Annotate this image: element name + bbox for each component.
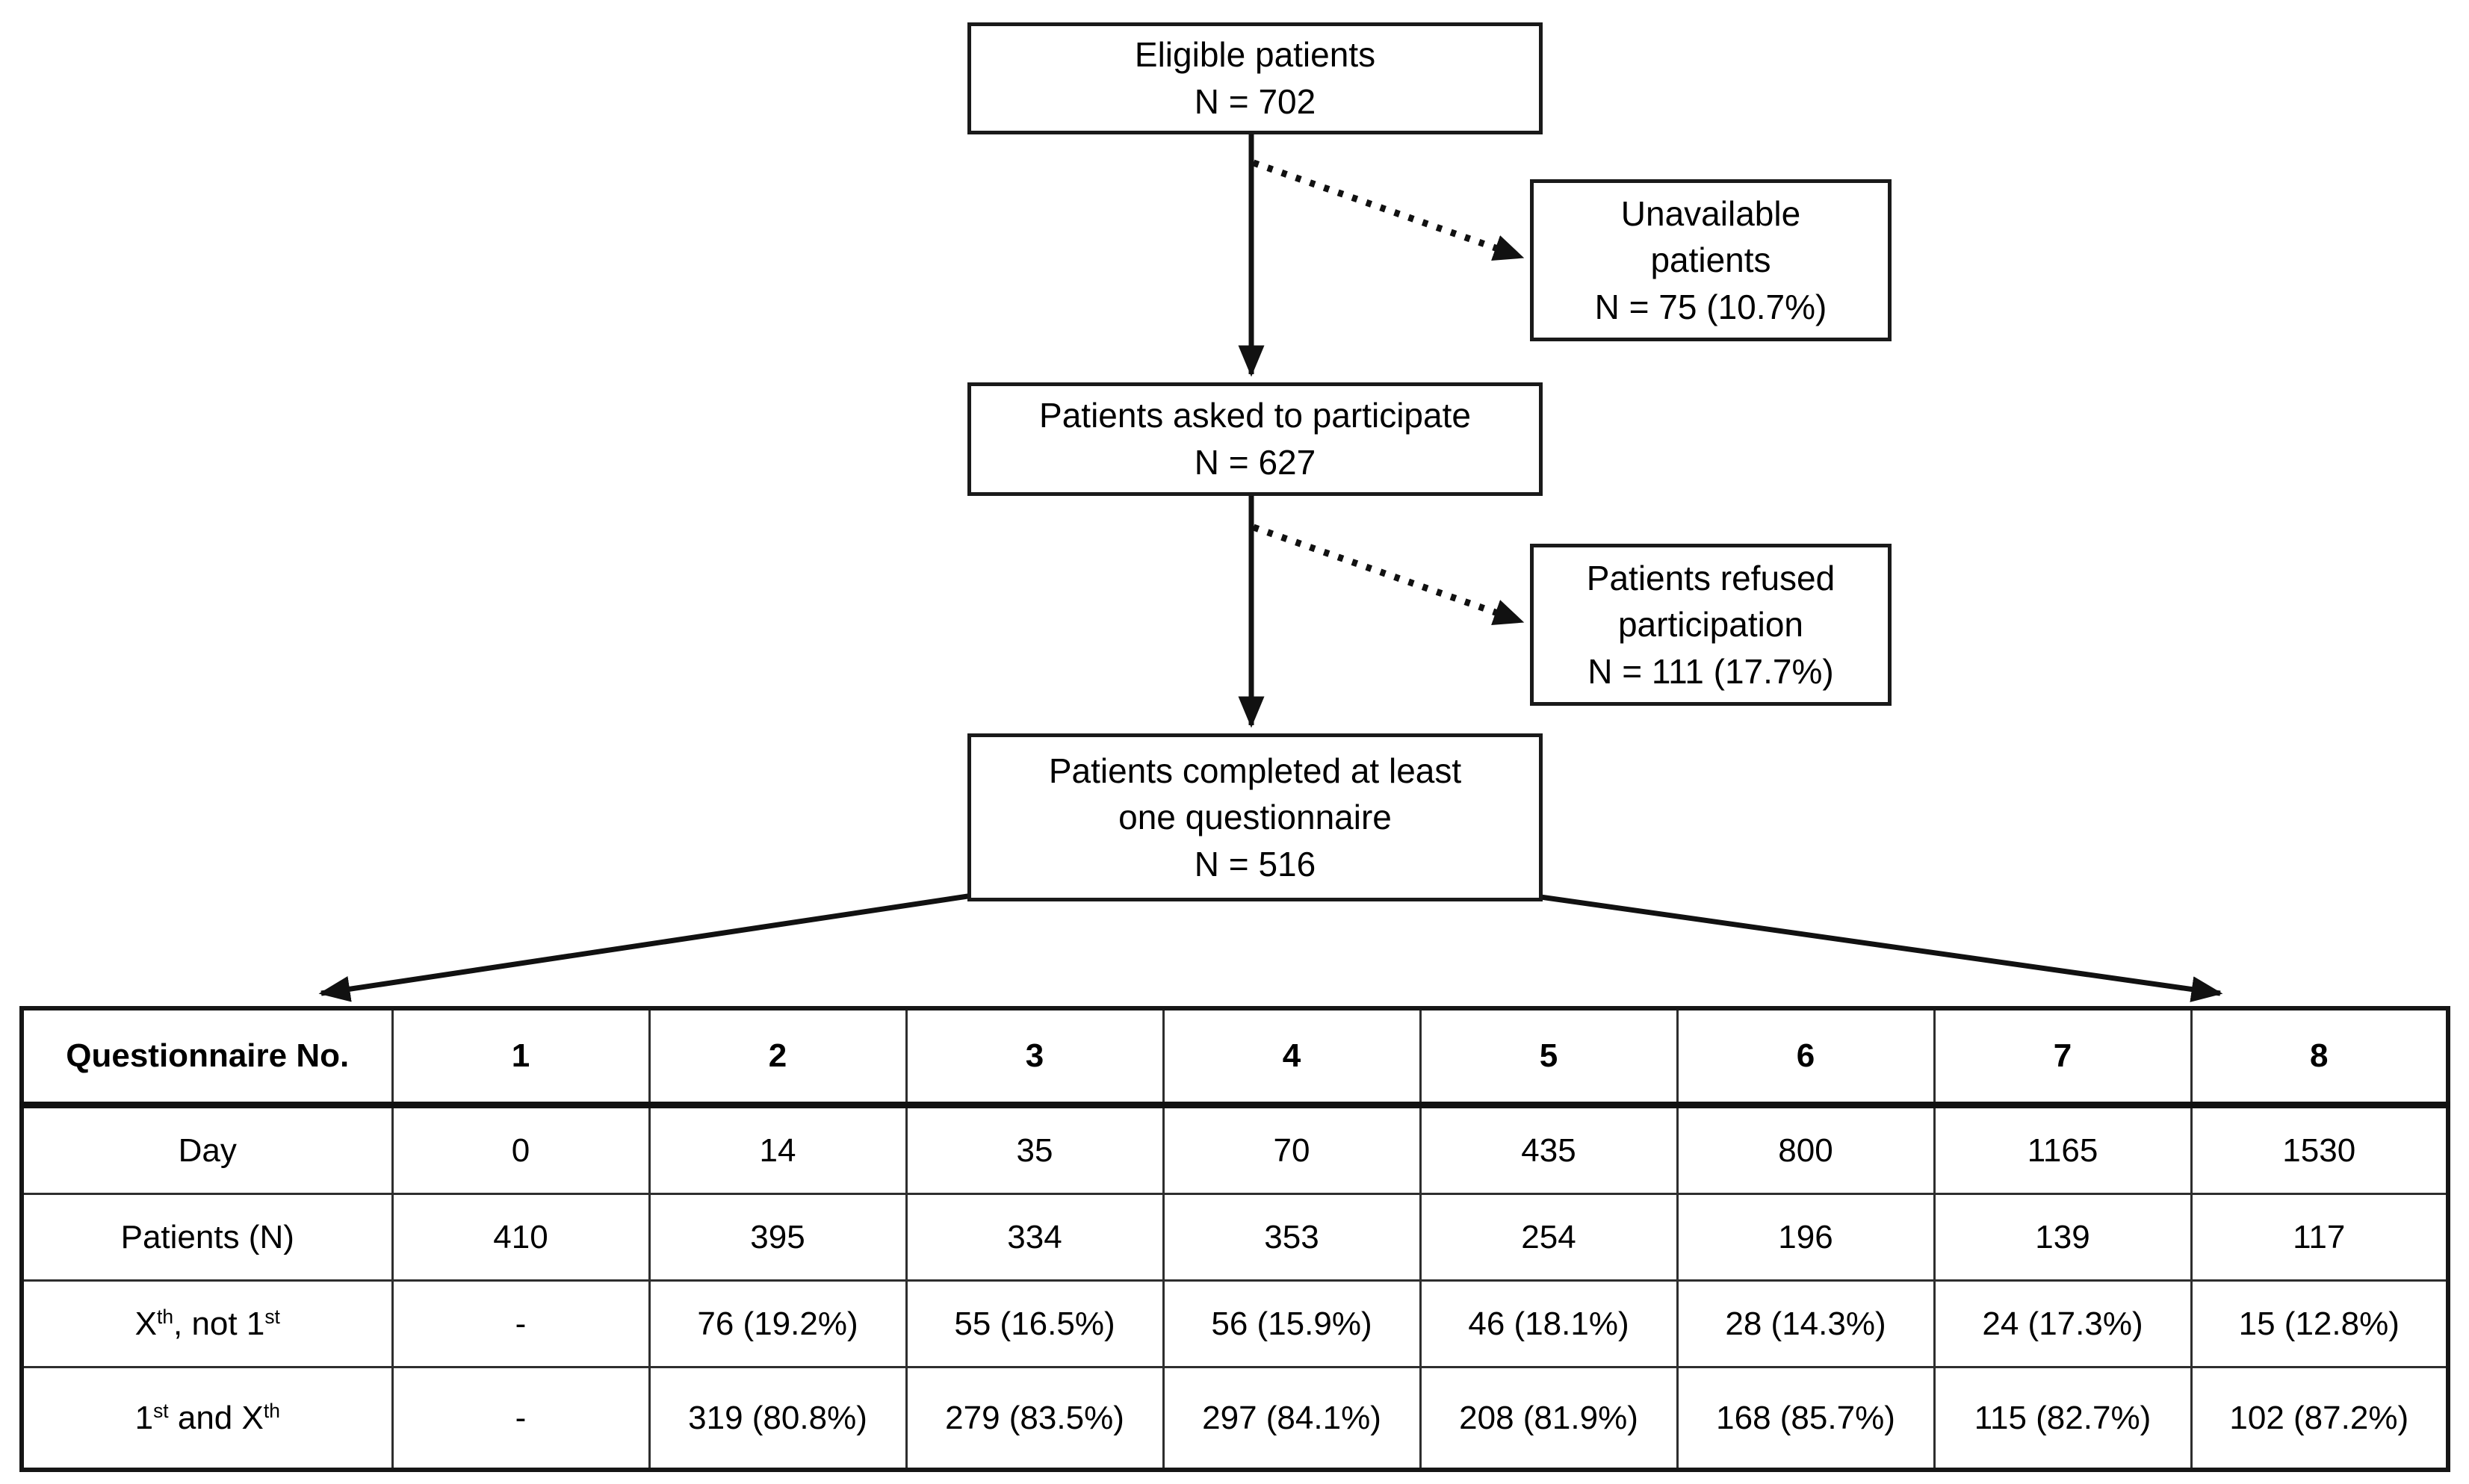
box-line: patients	[1650, 240, 1771, 280]
value-cell: 76 (19.2%)	[648, 1279, 908, 1368]
header-cell: 4	[1162, 1007, 1422, 1108]
header-cell: 8	[2190, 1007, 2450, 1108]
row-label-cell: Xth, not 1st	[20, 1279, 394, 1368]
header-cell: 1	[391, 1007, 651, 1108]
box-line: N = 75 (10.7%)	[1594, 287, 1827, 326]
value-cell: 435	[1419, 1104, 1679, 1195]
arrow-fan-left-to-table	[318, 892, 973, 1002]
box-line: Patients refused	[1586, 558, 1836, 597]
box-line: N = 627	[1194, 443, 1316, 482]
value-cell: 168 (85.7%)	[1676, 1366, 1936, 1471]
value-cell: 28 (14.3%)	[1676, 1279, 1936, 1368]
value-cell: 800	[1676, 1104, 1936, 1195]
questionnaire-table-header: Questionnaire No. 1 2 3 4 5 6 7 8	[20, 1007, 2450, 1108]
value-cell: 319 (80.8%)	[648, 1366, 908, 1471]
patients-refused-box: Patients refused participation N = 111 (…	[1530, 544, 1892, 706]
box-line: Patients asked to participate	[1039, 396, 1471, 435]
patients-completed-box: Patients completed at least one question…	[967, 733, 1543, 901]
value-cell: 35	[905, 1104, 1165, 1195]
value-cell: 15 (12.8%)	[2190, 1279, 2450, 1368]
table-row: Xth, not 1st -76 (19.2%) 55 (16.5%) 56 (15.…	[20, 1279, 2450, 1368]
value-cell: 139	[1933, 1193, 2193, 1282]
value-cell: 410	[391, 1193, 651, 1282]
table-header-row: Questionnaire No. 1 2 3 4 5 6 7 8	[20, 1007, 2450, 1108]
table-row: Patients (N) 410 395 334 353 254 196 139 117	[20, 1193, 2450, 1282]
value-cell: 115 (82.7%)	[1933, 1366, 2193, 1471]
value-cell: 117	[2190, 1193, 2450, 1282]
arrow-fan-right-to-table	[1529, 892, 2223, 1002]
value-cell: 24 (17.3%)	[1933, 1279, 2193, 1368]
value-cell: 334	[905, 1193, 1165, 1282]
value-cell: 14	[648, 1104, 908, 1195]
header-cell: 5	[1419, 1007, 1679, 1108]
value-cell: 196	[1676, 1193, 1936, 1282]
header-cell: 6	[1676, 1007, 1936, 1108]
header-cell: 3	[905, 1007, 1165, 1108]
row-label-cell: Patients (N)	[20, 1193, 394, 1282]
header-cell-questionnaire-no: Questionnaire No.	[20, 1007, 394, 1108]
patients-asked-box: Patients asked to participate N = 627	[967, 382, 1543, 496]
questionnaire-table-body: Day 0 14 35 70 435 800 1165 1530 Patients (N) 410 3…	[20, 1104, 2450, 1471]
value-cell: 102 (87.2%)	[2190, 1366, 2450, 1471]
header-cell: 7	[1933, 1007, 2193, 1108]
row-label-cell: Day	[20, 1104, 394, 1195]
box-line: Patients completed at least	[1048, 751, 1462, 790]
value-cell: 70	[1162, 1104, 1422, 1195]
questionnaire-table: Questionnaire No. 1 2 3 4 5 6 7 8 Day 0 14 35 70 435 8…	[19, 1006, 2450, 1472]
value-cell: 254	[1419, 1193, 1679, 1282]
box-line: Eligible patients	[1134, 35, 1376, 75]
row-label-cell: 1st and Xth	[20, 1366, 394, 1471]
unavailable-patients-box: Unavailable patients N = 75 (10.7%)	[1530, 179, 1892, 341]
table-row: Day 0 14 35 70 435 800 1165 1530	[20, 1104, 2450, 1195]
value-cell: 55 (16.5%)	[905, 1279, 1165, 1368]
value-cell: 46 (18.1%)	[1419, 1279, 1679, 1368]
box-line: participation	[1617, 605, 1804, 645]
value-cell: 279 (83.5%)	[905, 1366, 1165, 1471]
value-cell: 0	[391, 1104, 651, 1195]
box-line: N = 516	[1194, 844, 1316, 884]
header-cell: 2	[648, 1007, 908, 1108]
value-cell: 56 (15.9%)	[1162, 1279, 1422, 1368]
box-line: Unavailable	[1620, 193, 1801, 233]
value-cell: 353	[1162, 1193, 1422, 1282]
table-row: 1st and Xth -319 (80.8%) 279 (83.5%) 297 (8…	[20, 1366, 2450, 1471]
box-line: one questionnaire	[1118, 798, 1392, 837]
value-cell: 1530	[2190, 1104, 2450, 1195]
arrow-dotted-to-unavailable	[1252, 159, 1525, 261]
value-cell: -	[391, 1279, 651, 1368]
box-line: N = 702	[1194, 82, 1316, 121]
box-line: N = 111 (17.7%)	[1587, 651, 1834, 691]
value-cell: 1165	[1933, 1104, 2193, 1195]
eligible-patients-box: Eligible patients N = 702	[967, 22, 1543, 134]
value-cell: -	[391, 1366, 651, 1471]
arrow-dotted-to-refused	[1252, 524, 1525, 626]
value-cell: 395	[648, 1193, 908, 1282]
value-cell: 297 (84.1%)	[1162, 1366, 1422, 1471]
value-cell: 208 (81.9%)	[1419, 1366, 1679, 1471]
